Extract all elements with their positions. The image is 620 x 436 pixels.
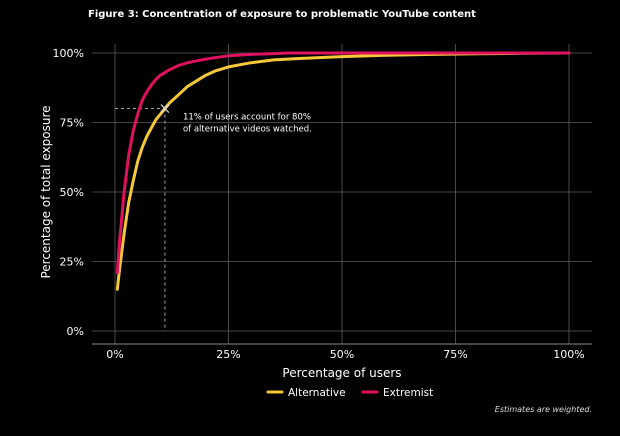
- y-tick-label: 0%: [67, 325, 84, 338]
- x-tick-label: 50%: [330, 348, 354, 361]
- grid-lines: [92, 44, 592, 344]
- x-axis-label: Percentage of users: [282, 366, 401, 380]
- tick-labels: 0% 25% 50% 75% 100% 0% 25% 50% 75% 100%: [53, 47, 585, 361]
- x-tick-label: 25%: [216, 348, 240, 361]
- legend-label-alternative: Alternative: [288, 387, 346, 399]
- y-tick-label: 50%: [60, 186, 84, 199]
- x-tick-label: 100%: [553, 348, 584, 361]
- footnote: Estimates are weighted.: [494, 405, 592, 414]
- series-line-extremist: [115, 51, 571, 275]
- annotation-text: of alternative videos watched.: [183, 125, 312, 135]
- y-tick-label: 75%: [60, 117, 84, 130]
- y-axis-label: Percentage of total exposure: [39, 105, 53, 278]
- annotation-text: 11% of users account for 80%: [183, 113, 311, 123]
- chart-title: Figure 3: Concentration of exposure to p…: [88, 9, 476, 20]
- legend: Alternative Extremist: [266, 387, 433, 399]
- series-lines: [115, 51, 571, 291]
- y-tick-label: 100%: [53, 47, 84, 60]
- legend-label-extremist: Extremist: [383, 387, 433, 399]
- y-tick-label: 25%: [60, 256, 84, 269]
- annotation-marker: [160, 104, 170, 114]
- annotation: 11% of users account for 80% of alternati…: [160, 104, 312, 135]
- axes: [92, 330, 592, 345]
- x-tick-label: 0%: [106, 348, 123, 361]
- x-tick-label: 75%: [443, 348, 467, 361]
- series-line-alternative: [115, 51, 571, 291]
